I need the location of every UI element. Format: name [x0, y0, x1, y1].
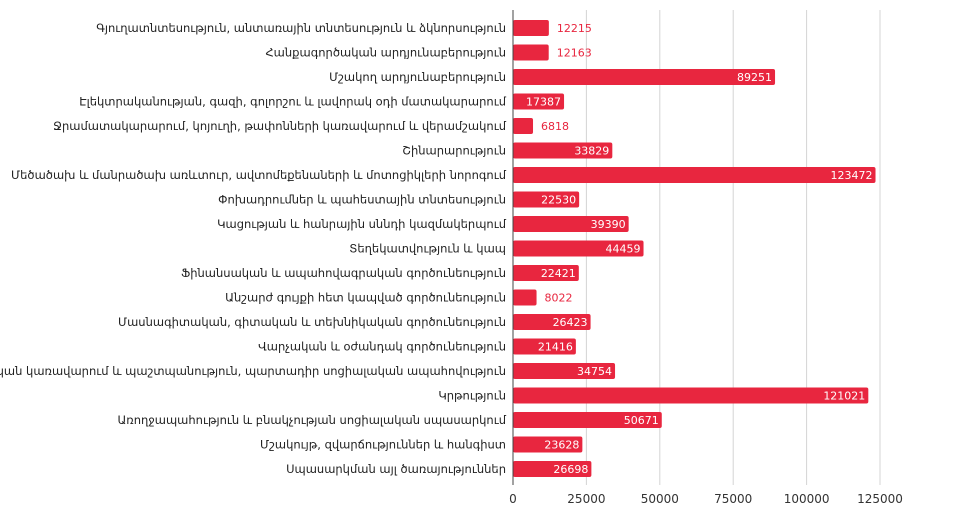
category-label: Ֆինանսական և ապահովագրական գործունեությո… — [181, 266, 506, 280]
grid-lines — [585, 10, 881, 485]
category-label: Գյուղատնտեսություն, անտառային տնտեսությո… — [96, 21, 506, 35]
bar — [513, 412, 662, 428]
bar — [513, 387, 869, 404]
bar — [513, 289, 537, 306]
value-label: 17387 — [526, 96, 561, 109]
category-label: Շինարարություն — [402, 144, 506, 158]
x-tick-label: 0 — [509, 492, 517, 506]
bar — [513, 216, 629, 232]
value-label: 26698 — [553, 463, 588, 476]
category-label: Փոխադրումներ և պահեստային տնտեսություն — [218, 193, 506, 207]
bars — [513, 20, 876, 477]
value-label: 34754 — [577, 365, 612, 378]
bar — [513, 93, 565, 110]
bar — [513, 461, 592, 477]
bar — [513, 44, 549, 61]
value-label: 21416 — [538, 341, 573, 354]
value-label: 123472 — [831, 169, 873, 182]
bar — [513, 338, 576, 355]
bar — [513, 240, 644, 257]
category-label: Ջրամատակարարում, կոյուղի, թափոնների կառա… — [53, 119, 507, 133]
value-label: 121021 — [823, 390, 865, 403]
category-label: Պետական կառավարում և պաշտպանություն, պար… — [0, 364, 506, 378]
bar — [513, 191, 580, 208]
category-label: Անշարժ գույքի հետ կապված գործունեություն — [225, 291, 506, 305]
value-label: 12215 — [557, 22, 592, 35]
bar — [513, 363, 616, 379]
category-label: Էլեկտրականության, գազի, գոլորշու և լավոր… — [79, 95, 506, 109]
bar — [513, 118, 534, 134]
category-label: Վարչական և օժանդակ գործունեություն — [258, 340, 506, 354]
bar — [513, 69, 776, 85]
x-tick-label: 75000 — [714, 492, 752, 506]
category-label: Առողջապահություն և բնակչության սոցիալակա… — [117, 413, 506, 427]
category-label: Սպասարկման այլ ծառայություններ — [286, 462, 506, 476]
x-tick-label: 50000 — [641, 492, 679, 506]
value-label: 26423 — [553, 316, 588, 329]
bar — [513, 436, 583, 453]
value-labels: 12215 12163 89251 17387 6818 33829 123472 22530… — [526, 22, 872, 476]
category-label: Մասնագիտական, գիտական և տեխնիկական գործո… — [118, 315, 506, 329]
category-label: Մշակույթ, զվարճություններ և հանգիստ — [260, 438, 506, 452]
bar — [513, 314, 591, 330]
value-label: 39390 — [591, 218, 626, 231]
value-label: 33829 — [574, 145, 609, 158]
bar — [513, 20, 549, 36]
category-label: Մեծածախ և մանրածախ առևտուր, ավտոմեքենանե… — [11, 168, 507, 182]
category-label: Մշակող արդյունաբերություն — [329, 70, 506, 84]
category-label: Կացության և հանրային սննդի կազմակերպում — [217, 217, 507, 231]
value-label: 12163 — [557, 47, 592, 60]
value-label: 22421 — [541, 267, 576, 280]
value-label: 22530 — [541, 194, 576, 207]
bar — [513, 167, 876, 183]
category-labels: Գյուղատնտեսություն, անտառային տնտեսությո… — [0, 21, 507, 476]
bar — [513, 265, 579, 281]
x-tick-label: 125000 — [857, 492, 903, 506]
value-label: 50671 — [624, 414, 659, 427]
category-label: Կրթություն — [438, 389, 506, 403]
x-tick-label: 100000 — [784, 492, 830, 506]
value-label: 8022 — [545, 292, 573, 305]
category-label: Հանքագործական արդյունաբերություն — [265, 46, 506, 60]
category-label: Տեղեկատվություն և կապ — [349, 242, 506, 256]
value-label: 44459 — [606, 243, 641, 256]
value-label: 89251 — [737, 71, 772, 84]
x-tick-label: 25000 — [567, 492, 605, 506]
axes: 0 25000 50000 75000 100000 125000 — [509, 10, 903, 506]
bar — [513, 142, 613, 159]
value-label: 23628 — [544, 439, 579, 452]
value-label: 6818 — [541, 120, 569, 133]
